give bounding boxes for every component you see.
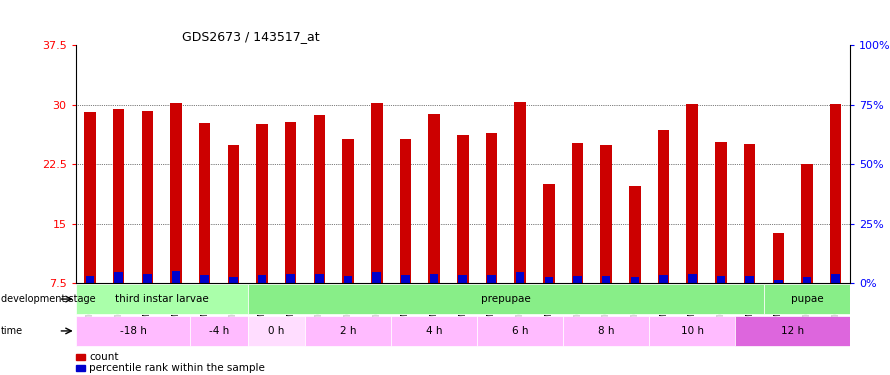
Bar <box>391 316 477 346</box>
Bar <box>477 316 563 346</box>
Bar <box>629 186 641 283</box>
Bar <box>305 316 391 346</box>
Text: count: count <box>89 352 118 362</box>
Bar <box>602 276 611 283</box>
Bar <box>172 271 181 283</box>
Bar <box>170 103 182 283</box>
Bar <box>688 274 697 283</box>
Bar <box>573 276 582 283</box>
Bar <box>487 275 496 283</box>
Bar <box>545 277 554 283</box>
Bar <box>343 139 354 283</box>
Bar <box>401 275 409 283</box>
Bar <box>658 130 669 283</box>
Bar <box>229 277 238 283</box>
Bar <box>831 274 840 283</box>
Text: prepupae: prepupae <box>481 294 530 304</box>
Bar <box>716 142 726 283</box>
Bar <box>543 184 554 283</box>
Text: time: time <box>1 326 23 336</box>
Bar <box>514 102 526 283</box>
Text: development stage: development stage <box>1 294 95 304</box>
Bar <box>457 135 468 283</box>
Bar <box>142 111 153 283</box>
Bar <box>649 316 735 346</box>
Text: pupae: pupae <box>790 294 823 304</box>
Bar <box>113 108 125 283</box>
Bar <box>143 274 151 283</box>
Text: 10 h: 10 h <box>681 326 704 336</box>
Bar <box>76 284 247 314</box>
Bar <box>774 279 782 283</box>
Bar <box>773 233 784 283</box>
Text: -4 h: -4 h <box>209 326 229 336</box>
Bar <box>344 276 352 283</box>
Bar <box>400 140 411 283</box>
Text: 4 h: 4 h <box>426 326 442 336</box>
Bar <box>256 124 268 283</box>
Bar <box>115 272 123 283</box>
Bar <box>803 277 812 283</box>
Bar <box>200 275 209 283</box>
Bar <box>285 122 296 283</box>
Text: 8 h: 8 h <box>598 326 614 336</box>
Bar <box>745 276 754 283</box>
Bar <box>601 145 612 283</box>
Bar <box>85 112 96 283</box>
Text: third instar larvae: third instar larvae <box>115 294 208 304</box>
Bar <box>287 274 295 283</box>
Bar <box>686 104 698 283</box>
Bar <box>190 316 247 346</box>
Bar <box>371 103 383 283</box>
Text: 0 h: 0 h <box>268 326 285 336</box>
Text: 6 h: 6 h <box>512 326 529 336</box>
Bar <box>735 316 850 346</box>
Bar <box>571 142 583 283</box>
Bar <box>258 275 266 283</box>
Bar <box>428 114 440 283</box>
Bar <box>228 145 239 283</box>
Bar <box>716 276 725 283</box>
Text: 12 h: 12 h <box>781 326 805 336</box>
Bar <box>247 284 764 314</box>
Bar <box>829 104 841 283</box>
Text: 2 h: 2 h <box>340 326 356 336</box>
Bar <box>764 284 850 314</box>
Bar <box>516 272 524 283</box>
Bar <box>76 316 190 346</box>
Bar <box>373 272 381 283</box>
Bar <box>313 115 325 283</box>
Bar <box>458 275 467 283</box>
Bar <box>199 123 210 283</box>
Bar <box>563 316 649 346</box>
Bar <box>801 164 813 283</box>
Bar <box>85 276 94 283</box>
Bar <box>486 133 498 283</box>
Bar <box>744 144 756 283</box>
Text: -18 h: -18 h <box>119 326 147 336</box>
Text: percentile rank within the sample: percentile rank within the sample <box>89 363 265 373</box>
Bar <box>247 316 305 346</box>
Text: GDS2673 / 143517_at: GDS2673 / 143517_at <box>182 30 320 43</box>
Bar <box>315 274 324 283</box>
Bar <box>631 277 639 283</box>
Bar <box>659 275 668 283</box>
Bar <box>430 274 439 283</box>
